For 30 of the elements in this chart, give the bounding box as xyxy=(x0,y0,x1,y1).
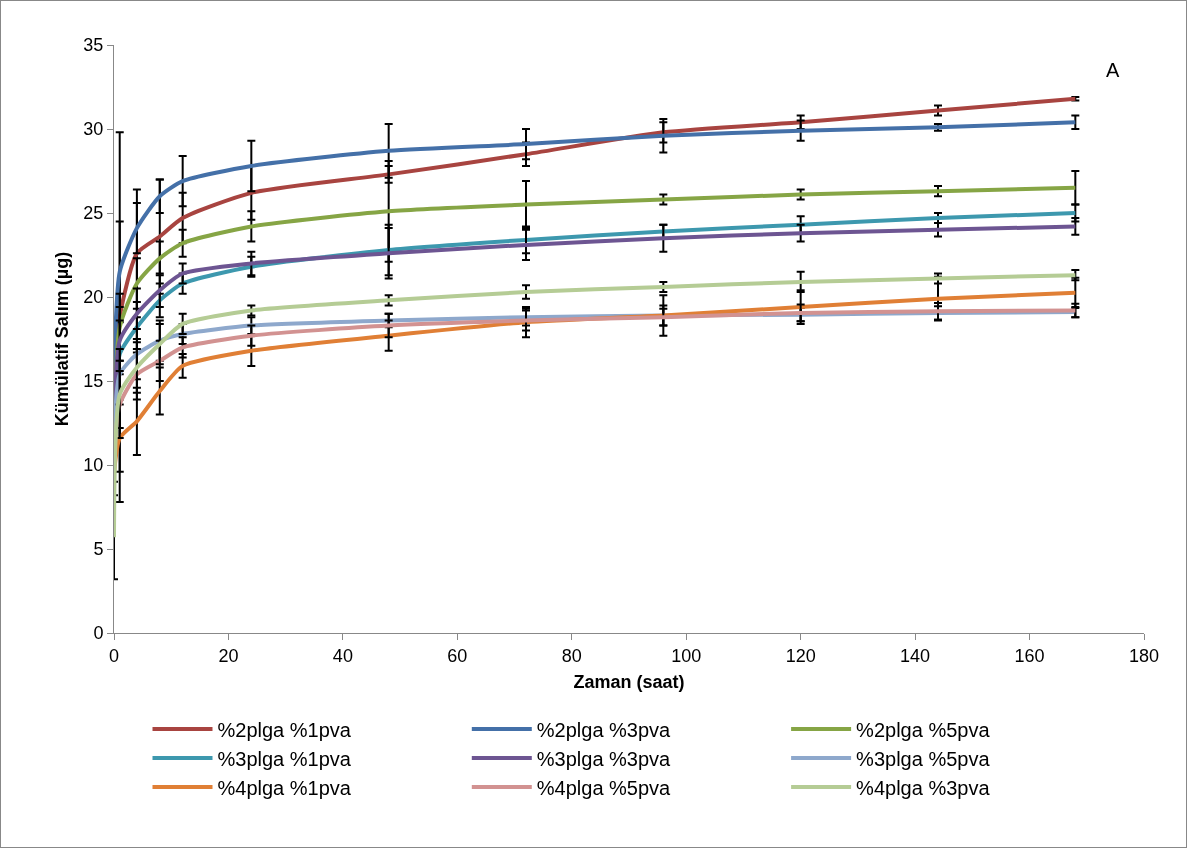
x-tick-label: 100 xyxy=(671,645,702,666)
annotation: A xyxy=(1106,59,1120,81)
legend-label: %2plga %3pva xyxy=(536,718,672,741)
x-axis-title: Zaman (saat) xyxy=(573,671,685,692)
x-tick-label: 0 xyxy=(108,645,120,666)
legend-label: %4plga %3pva xyxy=(856,776,991,799)
legend-label: %3plga %5pva xyxy=(856,747,991,770)
y-tick-label: 0 xyxy=(93,623,104,644)
x-tick-label: 60 xyxy=(447,645,468,666)
x-tick-label: 180 xyxy=(1128,645,1160,666)
legend-label: %2plga %5pva xyxy=(856,718,991,741)
legend-label: %2plga %1pva xyxy=(217,718,352,741)
y-tick-label: 5 xyxy=(93,539,104,560)
legend-label: %4plga %5pva xyxy=(536,776,672,799)
y-tick-label: 30 xyxy=(83,119,104,140)
x-tick-label: 20 xyxy=(218,645,239,666)
legend-label: %4plga %1pva xyxy=(217,776,352,799)
y-axis-title: Kümülatif Salım (µg) xyxy=(51,251,72,427)
x-tick-label: 120 xyxy=(785,645,816,666)
y-tick-label: 20 xyxy=(83,287,104,308)
y-tick-label: 10 xyxy=(83,455,104,476)
y-tick-label: 15 xyxy=(83,371,104,392)
x-tick-label: 80 xyxy=(561,645,582,666)
x-tick-label: 160 xyxy=(1014,645,1045,666)
x-tick-label: 140 xyxy=(900,645,931,666)
y-tick-label: 25 xyxy=(83,203,104,224)
x-tick-label: 40 xyxy=(332,645,353,666)
legend-label: %3plga %3pva xyxy=(536,747,672,770)
legend-label: %3plga %1pva xyxy=(217,747,352,770)
y-tick-label: 35 xyxy=(83,35,104,56)
